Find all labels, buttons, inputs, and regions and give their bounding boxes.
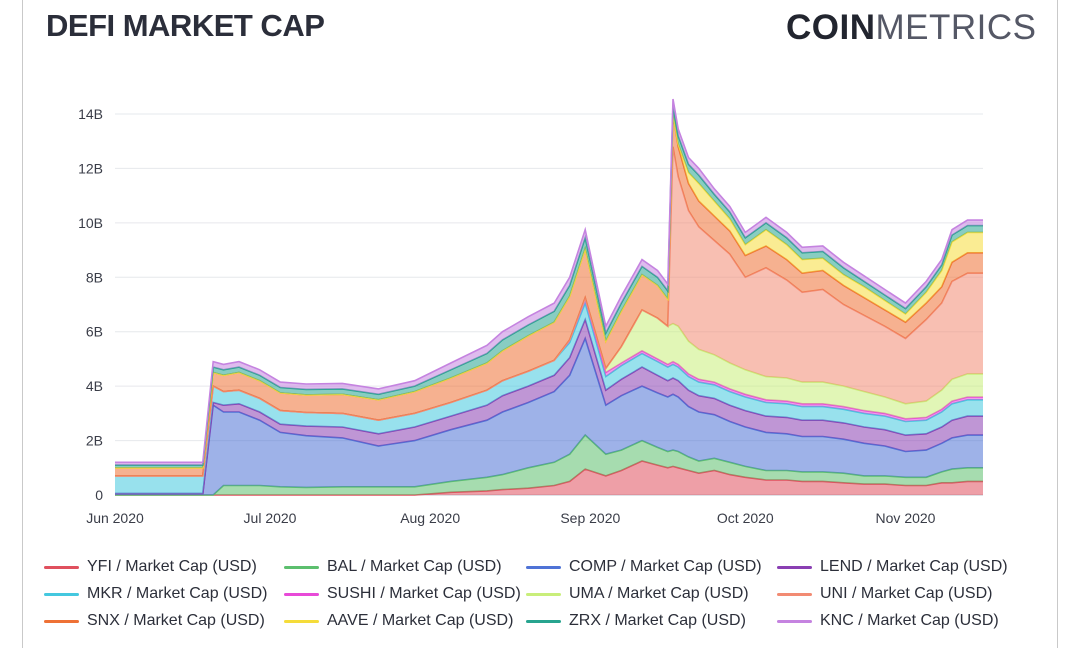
legend-swatch [777,619,812,623]
x-tick-label: Nov 2020 [876,510,936,526]
y-tick-label: 0 [95,487,103,503]
brand-logo: COINMETRICS [786,8,1037,48]
brand-logo-light: METRICS [875,8,1037,47]
legend-swatch [44,592,79,596]
legend-label: COMP / Market Cap (USD) [569,558,762,575]
y-tick-label: 2B [86,433,103,449]
legend-item[interactable]: KNC / Market Cap (USD) [777,612,999,630]
x-tick-label: Jul 2020 [244,510,297,526]
legend-item[interactable]: UMA / Market Cap (USD) [526,585,749,603]
x-tick-label: Oct 2020 [717,510,774,526]
y-tick-label: 4B [86,378,103,394]
y-tick-label: 10B [78,215,103,231]
legend-swatch [284,565,319,569]
legend-label: SUSHI / Market Cap (USD) [327,585,521,602]
x-tick-label: Jun 2020 [86,510,144,526]
legend-item[interactable]: UNI / Market Cap (USD) [777,585,992,603]
legend-item[interactable]: LEND / Market Cap (USD) [777,558,1008,576]
legend-item[interactable]: MKR / Market Cap (USD) [44,585,267,603]
legend-item[interactable]: YFI / Market Cap (USD) [44,558,257,576]
area-series [115,435,983,495]
legend-item[interactable]: ZRX / Market Cap (USD) [526,612,746,630]
legend-swatch [526,619,561,623]
chart-title: DEFI MARKET CAP [46,8,325,43]
legend-item[interactable]: AAVE / Market Cap (USD) [284,612,513,630]
legend-label: YFI / Market Cap (USD) [87,558,257,575]
legend-swatch [44,565,79,569]
legend-swatch [526,592,561,596]
legend-item[interactable]: SUSHI / Market Cap (USD) [284,585,521,603]
legend-label: MKR / Market Cap (USD) [87,585,268,602]
brand-logo-bold: COIN [786,8,876,47]
y-tick-label: 12B [78,160,103,176]
legend-item[interactable]: BAL / Market Cap (USD) [284,558,502,576]
frame-right-border [1057,0,1058,648]
y-tick-label: 6B [86,324,103,340]
legend-swatch [284,619,319,623]
legend-item[interactable]: SNX / Market Cap (USD) [44,612,265,630]
x-tick-label: Aug 2020 [400,510,460,526]
area-series [115,461,983,495]
series-line [115,105,983,466]
y-tick-label: 8B [86,269,103,285]
legend-label: UNI / Market Cap (USD) [820,585,993,602]
legend-label: SNX / Market Cap (USD) [87,612,265,629]
legend-swatch [526,565,561,569]
legend-swatch [284,592,319,596]
y-tick-label: 14B [78,106,103,122]
area-series [115,338,983,495]
frame-left-border [22,0,23,648]
legend-label: KNC / Market Cap (USD) [820,612,999,629]
legend-swatch [777,592,812,596]
legend-swatch [44,619,79,623]
legend-item[interactable]: COMP / Market Cap (USD) [526,558,762,576]
legend-label: ZRX / Market Cap (USD) [569,612,746,629]
series-line [115,98,983,464]
x-tick-label: Sep 2020 [560,510,620,526]
legend-label: AAVE / Market Cap (USD) [327,612,514,629]
area-series [115,297,983,476]
legend-label: BAL / Market Cap (USD) [327,558,502,575]
legend-swatch [777,565,812,569]
legend-label: UMA / Market Cap (USD) [569,585,749,602]
area-series [115,146,983,476]
legend-label: LEND / Market Cap (USD) [820,558,1008,575]
